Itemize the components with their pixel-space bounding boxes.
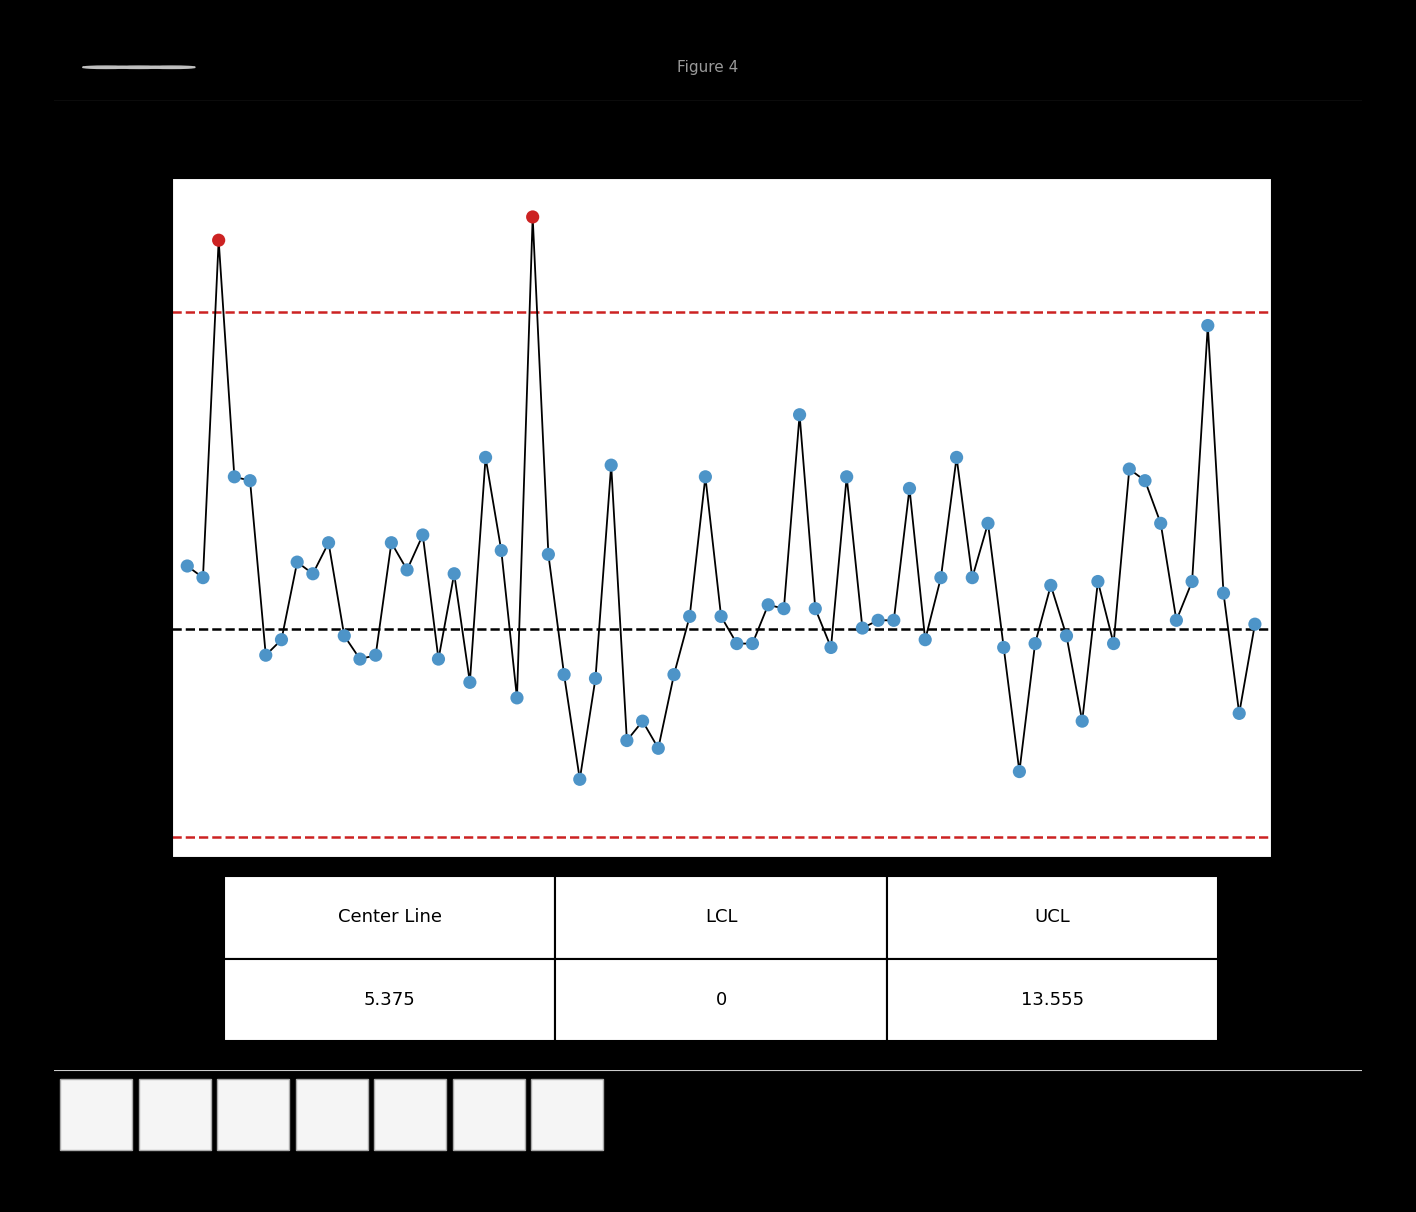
Point <box>207 230 229 250</box>
Point <box>977 514 1000 533</box>
Point <box>725 634 748 653</box>
Point <box>395 560 418 579</box>
Point <box>804 599 827 618</box>
Point <box>1070 711 1093 731</box>
Point <box>1134 471 1157 491</box>
Point <box>789 405 811 424</box>
Point <box>1055 627 1078 646</box>
Text: Figure 4: Figure 4 <box>677 59 739 75</box>
Point <box>176 556 198 576</box>
Point <box>1212 583 1235 602</box>
Point <box>239 471 262 491</box>
Point <box>428 650 450 669</box>
Point <box>1086 572 1109 591</box>
Text: Q: Q <box>405 1108 416 1120</box>
Bar <box>453 1079 525 1150</box>
Point <box>585 669 607 688</box>
Point <box>333 627 355 646</box>
Point <box>1181 572 1204 591</box>
Point <box>255 646 278 665</box>
Point <box>568 770 590 789</box>
Circle shape <box>82 67 130 68</box>
Point <box>1197 316 1219 336</box>
Bar <box>218 1079 289 1150</box>
Point <box>600 456 623 475</box>
Point <box>364 646 387 665</box>
Text: ←: ← <box>170 1108 180 1120</box>
Point <box>1119 459 1141 479</box>
Point <box>694 467 716 486</box>
Point <box>1243 614 1266 634</box>
Title: Multivariate Control Chart with Box-Cox Transformation: Multivariate Control Chart with Box-Cox … <box>395 143 1048 166</box>
Point <box>647 738 670 758</box>
Point <box>302 564 324 583</box>
Point <box>270 630 293 650</box>
Bar <box>374 1079 446 1150</box>
Point <box>1165 611 1188 630</box>
Point <box>946 447 969 467</box>
Point <box>898 479 920 498</box>
Point <box>993 638 1015 657</box>
Text: ▣: ▣ <box>562 1108 573 1120</box>
Circle shape <box>149 67 195 68</box>
Point <box>521 207 544 227</box>
Point <box>191 568 214 588</box>
Point <box>663 665 685 685</box>
Point <box>317 533 340 553</box>
Point <box>1039 576 1062 595</box>
Point <box>459 673 481 692</box>
Point <box>709 607 732 627</box>
Point <box>632 711 654 731</box>
Point <box>1150 514 1172 533</box>
Point <box>913 630 936 650</box>
Text: +: + <box>327 1108 337 1120</box>
Point <box>552 665 575 685</box>
Point <box>224 467 246 486</box>
Point <box>1008 762 1031 782</box>
Point <box>929 568 952 588</box>
Point <box>741 634 763 653</box>
Point <box>1102 634 1124 653</box>
Point <box>820 638 843 657</box>
Point <box>474 447 497 467</box>
Point <box>773 599 796 618</box>
Text: ≡: ≡ <box>484 1108 494 1120</box>
Point <box>616 731 639 750</box>
Point <box>379 533 402 553</box>
Point <box>506 688 528 708</box>
Y-axis label: Hottelling T^2: Hottelling T^2 <box>119 452 137 583</box>
Text: ⌂: ⌂ <box>92 1108 101 1120</box>
Bar <box>296 1079 368 1150</box>
Bar <box>531 1079 603 1150</box>
Point <box>286 553 309 572</box>
Point <box>678 607 701 627</box>
Point <box>412 525 435 544</box>
Point <box>851 618 874 638</box>
Point <box>758 595 780 614</box>
Bar <box>139 1079 211 1150</box>
Point <box>961 568 984 588</box>
Bar <box>61 1079 132 1150</box>
Point <box>1228 704 1250 724</box>
Point <box>348 650 371 669</box>
Point <box>1024 634 1046 653</box>
Text: →: → <box>248 1108 259 1120</box>
Point <box>882 611 905 630</box>
Point <box>835 467 858 486</box>
Point <box>443 564 466 583</box>
Point <box>490 541 513 560</box>
Point <box>537 544 559 564</box>
Point <box>867 611 889 630</box>
Circle shape <box>115 67 163 68</box>
X-axis label: Observation: Observation <box>666 887 776 905</box>
